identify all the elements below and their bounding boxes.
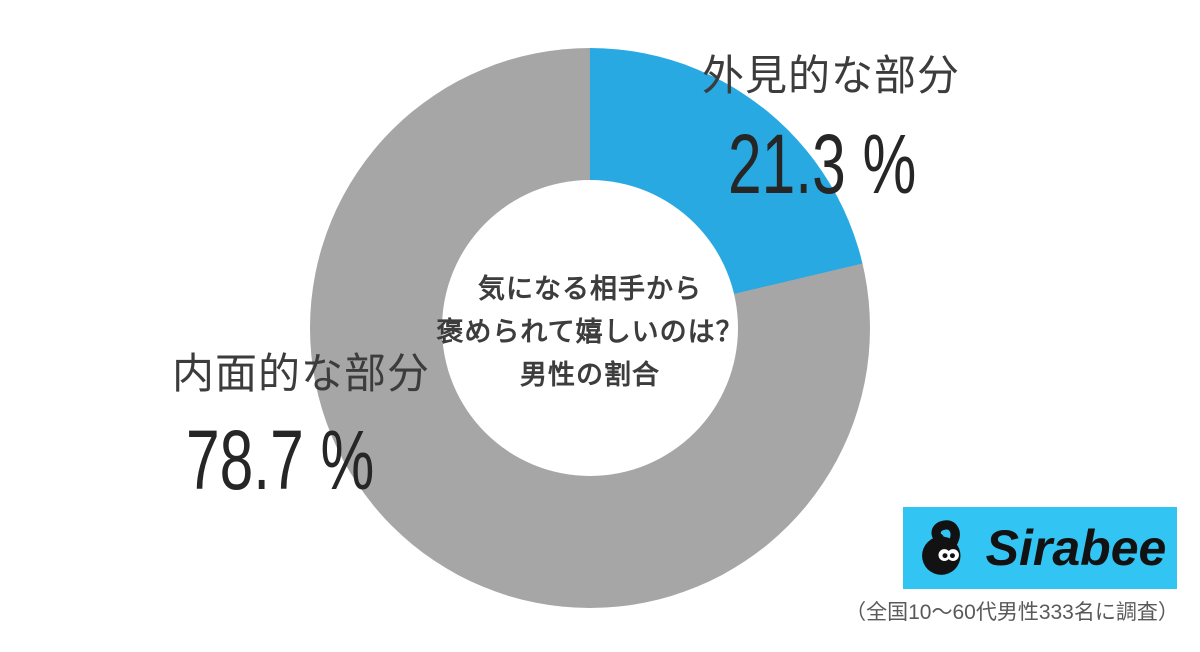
slice-label-appearance: 外見的な部分 bbox=[702, 52, 961, 99]
center-title-line-1: 気になる相手から bbox=[478, 274, 702, 304]
slice-value-appearance: 21.3 % bbox=[728, 117, 917, 211]
chart-center-title: 気になる相手から 褒められて嬉しいのは？ 男性の割合 bbox=[410, 268, 770, 397]
sirabee-mascot-icon bbox=[921, 520, 961, 575]
donut-hole bbox=[442, 180, 738, 476]
survey-caption: （全国10〜60代男性333名に調査） bbox=[845, 601, 1179, 624]
slice-label-inner: 内面的な部分 bbox=[172, 350, 431, 397]
center-title-line-2: 褒められて嬉しいのは？ bbox=[436, 317, 744, 347]
donut-chart bbox=[310, 48, 870, 608]
sirabee-logo: Sirabee bbox=[903, 507, 1177, 589]
center-title-line-3: 男性の割合 bbox=[520, 360, 660, 390]
slice-value-inner: 78.7 % bbox=[186, 413, 375, 507]
sirabee-logo-text: Sirabee bbox=[985, 520, 1167, 576]
